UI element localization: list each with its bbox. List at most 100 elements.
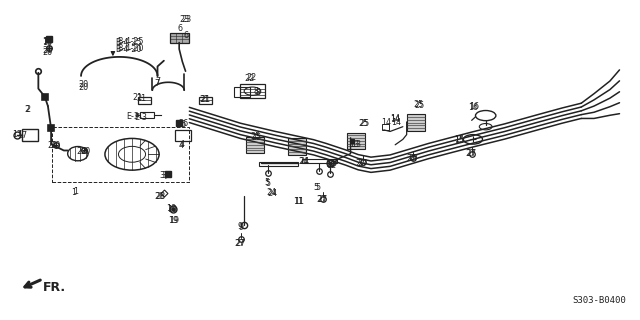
Text: 25: 25 — [251, 133, 261, 142]
Text: 13: 13 — [351, 140, 361, 149]
Text: 17: 17 — [12, 130, 22, 139]
Text: 20: 20 — [76, 147, 86, 156]
Text: B-4-20: B-4-20 — [116, 45, 142, 54]
Text: 12: 12 — [325, 160, 335, 169]
Text: 20: 20 — [42, 46, 52, 55]
Text: 24: 24 — [268, 189, 278, 198]
Bar — [259, 162, 298, 166]
Text: 8: 8 — [255, 88, 260, 97]
Bar — [302, 159, 337, 163]
Text: 7: 7 — [156, 77, 161, 86]
Text: 25: 25 — [414, 101, 424, 110]
Text: 3: 3 — [161, 172, 166, 180]
Text: 27: 27 — [465, 148, 476, 157]
Text: 18: 18 — [42, 38, 52, 47]
Text: 28: 28 — [154, 192, 164, 201]
Text: 16: 16 — [469, 102, 479, 111]
Text: 23: 23 — [181, 15, 191, 24]
Text: 1: 1 — [73, 187, 78, 196]
Text: 27: 27 — [406, 154, 417, 163]
Text: 27: 27 — [236, 239, 246, 248]
Text: 10: 10 — [166, 204, 176, 213]
Text: 20: 20 — [78, 80, 88, 89]
Text: 25: 25 — [250, 132, 260, 141]
Text: 27: 27 — [317, 196, 328, 204]
Bar — [175, 130, 191, 141]
Text: B-4-20: B-4-20 — [117, 44, 143, 53]
Text: 8: 8 — [254, 87, 259, 96]
Text: 26: 26 — [176, 120, 186, 129]
Bar — [138, 97, 151, 104]
Bar — [140, 112, 154, 118]
Bar — [406, 114, 424, 131]
Bar — [241, 84, 264, 98]
Text: 26: 26 — [179, 119, 189, 128]
Bar — [288, 138, 306, 155]
Text: 19: 19 — [170, 216, 180, 225]
Text: 16: 16 — [468, 103, 478, 112]
Text: 4: 4 — [179, 141, 184, 150]
Text: S303-B0400: S303-B0400 — [572, 296, 626, 305]
Text: 19: 19 — [168, 216, 179, 225]
Text: 11: 11 — [293, 197, 303, 206]
Text: 12: 12 — [326, 161, 337, 170]
Bar — [234, 87, 250, 97]
Text: 25: 25 — [358, 119, 369, 128]
Text: 20: 20 — [81, 147, 91, 156]
Text: 25: 25 — [413, 100, 423, 109]
Text: 5: 5 — [314, 183, 319, 192]
Bar — [383, 124, 389, 130]
Bar — [52, 127, 189, 182]
Text: 27: 27 — [235, 239, 245, 248]
Text: 14: 14 — [390, 114, 400, 123]
Text: 20: 20 — [51, 141, 61, 150]
Text: 17: 17 — [17, 131, 27, 140]
Text: 21: 21 — [136, 94, 147, 103]
Text: 4: 4 — [180, 140, 185, 149]
Text: 22: 22 — [246, 73, 256, 82]
Text: 21: 21 — [200, 95, 211, 104]
Text: 27: 27 — [357, 159, 367, 168]
Text: 11: 11 — [294, 197, 305, 206]
Bar — [170, 33, 189, 43]
Text: 24: 24 — [300, 157, 310, 166]
Text: 20: 20 — [78, 83, 88, 92]
Text: 13: 13 — [349, 140, 360, 148]
Text: 25: 25 — [360, 119, 370, 128]
Text: 14: 14 — [381, 118, 391, 127]
Text: B-4-25: B-4-25 — [116, 38, 142, 47]
Text: E-3: E-3 — [126, 112, 139, 121]
Bar — [22, 129, 38, 141]
Text: E-3: E-3 — [134, 113, 147, 122]
Bar — [347, 133, 365, 149]
Text: 9: 9 — [239, 223, 244, 232]
Text: 6: 6 — [184, 31, 189, 40]
Text: 23: 23 — [180, 15, 190, 24]
Text: FR.: FR. — [43, 281, 66, 294]
Text: 20: 20 — [42, 48, 52, 57]
Text: 5: 5 — [315, 183, 320, 192]
Text: 2: 2 — [26, 105, 31, 114]
Text: 28: 28 — [156, 192, 166, 201]
Text: 7: 7 — [154, 79, 159, 88]
Text: 1: 1 — [72, 188, 77, 197]
Text: 2: 2 — [24, 105, 29, 114]
Text: 27: 27 — [408, 154, 418, 163]
Text: 18: 18 — [42, 37, 52, 46]
Bar — [199, 97, 212, 104]
Text: 10: 10 — [167, 205, 177, 214]
Bar — [246, 137, 264, 153]
Text: 20: 20 — [47, 140, 58, 149]
Text: 14: 14 — [390, 115, 400, 124]
Text: 5: 5 — [264, 178, 269, 187]
Text: 27: 27 — [316, 195, 326, 204]
Text: 22: 22 — [244, 74, 255, 83]
Text: 6: 6 — [177, 25, 182, 34]
Text: 9: 9 — [237, 222, 243, 231]
Text: 27: 27 — [467, 149, 477, 158]
Text: 21: 21 — [199, 95, 209, 104]
Text: B-4-25: B-4-25 — [117, 37, 143, 46]
Text: 24: 24 — [298, 157, 308, 166]
Text: 21: 21 — [132, 93, 142, 102]
Text: 5: 5 — [265, 179, 270, 188]
